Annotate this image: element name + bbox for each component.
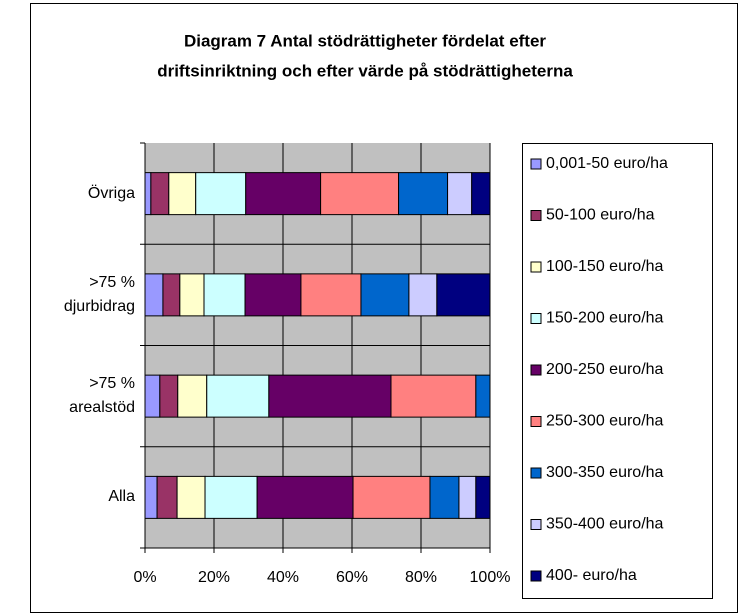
legend-swatch [530, 467, 542, 479]
bar-segment [436, 273, 491, 317]
legend-box [522, 143, 713, 599]
legend-label: 0,001-50 euro/ha [546, 155, 668, 172]
x-tick-label: 20% [198, 569, 230, 586]
legend-label: 150-200 euro/ha [546, 310, 664, 327]
legend-label: 50-100 euro/ha [546, 207, 655, 224]
legend-label: 250-300 euro/ha [546, 413, 664, 430]
bar-segment [447, 172, 473, 216]
y-tick-label: Övriga [87, 184, 135, 202]
bar-segment [159, 374, 179, 418]
bar-segment [475, 374, 491, 418]
legend-swatch [530, 261, 542, 273]
y-tick-label: >75 % djurbidrag [63, 273, 135, 315]
bar-segment [300, 273, 362, 317]
bar-segment [360, 273, 410, 317]
bar-segment [429, 475, 460, 519]
x-tick-label: 100% [470, 569, 511, 586]
y-tick-label: Alla [108, 488, 135, 506]
bar-segment [144, 475, 158, 519]
legend-label: 200-250 euro/ha [546, 361, 664, 378]
legend-swatch [530, 210, 542, 221]
legend-swatch [530, 158, 542, 170]
x-tick-label: 80% [405, 569, 437, 586]
chart-title: Diagram 7 Antal stödrättigheter fördelat… [184, 31, 546, 50]
bar-segment [150, 172, 170, 216]
bar-segment [156, 475, 178, 519]
chart-title: driftsinriktning och efter värde på stöd… [157, 61, 573, 80]
bar-segment [144, 172, 152, 216]
legend-swatch [530, 519, 542, 530]
bar-segment [203, 273, 246, 317]
bar-segment [162, 273, 181, 317]
bar-segment [458, 475, 477, 519]
bar-segment [168, 172, 197, 216]
x-tick-label: 40% [267, 569, 299, 586]
x-tick-label: 0% [133, 569, 156, 586]
bar-segment [177, 374, 208, 418]
bar-segment [268, 374, 392, 418]
legend-label: 100-150 euro/ha [546, 258, 664, 275]
bar-segment [206, 374, 270, 418]
bar-segment [390, 374, 477, 418]
legend-swatch [530, 570, 542, 582]
legend-swatch [530, 313, 542, 324]
legend-label: 300-350 euro/ha [546, 464, 664, 481]
bar-segment [179, 273, 205, 317]
bar-segment [245, 172, 322, 216]
bar-segment [244, 273, 302, 317]
legend-swatch [530, 364, 542, 376]
bar-segment [320, 172, 400, 216]
y-tick-label: >75 % arealstöd [69, 375, 135, 417]
bar-segment [471, 172, 491, 216]
bar-segment [408, 273, 438, 317]
legend-swatch [530, 416, 542, 427]
legend-label: 400- euro/ha [546, 567, 637, 584]
bar-segment [256, 475, 354, 519]
bar-segment [475, 475, 491, 519]
bar-segment [195, 172, 247, 216]
bar-segment [144, 374, 161, 418]
bar-segment [398, 172, 449, 216]
bar-segment [352, 475, 431, 519]
bar-segment [204, 475, 258, 519]
legend-label: 350-400 euro/ha [546, 516, 664, 533]
bar-segment [176, 475, 206, 519]
x-tick-label: 60% [336, 569, 368, 586]
bar-segment [144, 273, 164, 317]
